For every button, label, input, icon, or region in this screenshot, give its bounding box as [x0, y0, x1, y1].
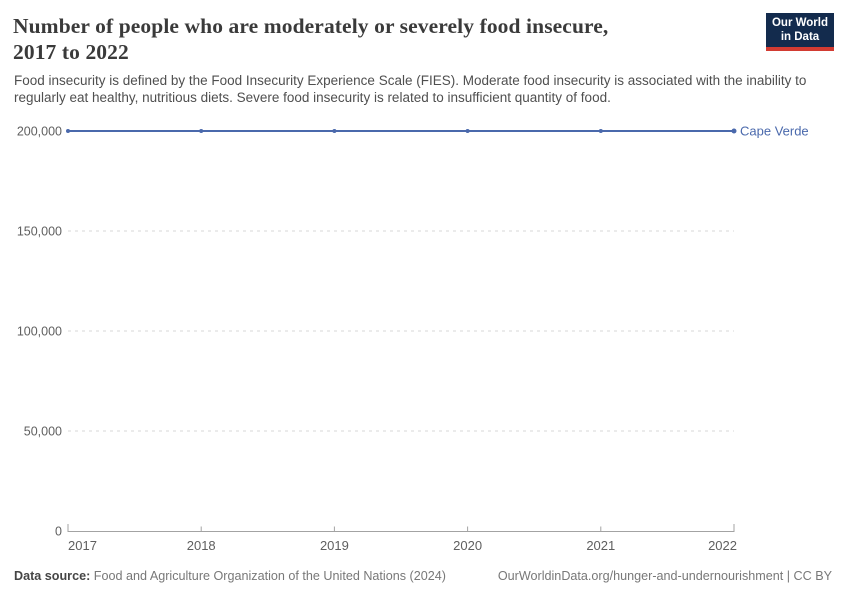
x-axis — [67, 524, 735, 532]
series-label[interactable]: Cape Verde — [740, 124, 809, 139]
data-point-marker[interactable] — [66, 129, 70, 133]
y-tick-label: 150,000 — [17, 225, 62, 239]
data-source-label: Data source: — [14, 569, 91, 583]
owid-logo-line1: Our World — [771, 17, 828, 29]
license-link[interactable]: OurWorldinData.org/hunger-and-undernouri… — [497, 569, 832, 583]
data-source-value: Food and Agriculture Organization of the… — [90, 569, 446, 583]
y-tick-label: 50,000 — [24, 425, 62, 439]
page-title-line1: Number of people who are moderately or s… — [13, 14, 609, 38]
x-tick-label: 2019 — [320, 538, 349, 553]
data-point-marker[interactable] — [332, 129, 337, 133]
x-tick-label: 2022 — [708, 538, 737, 553]
owid-logo-line2: in Data — [780, 30, 820, 43]
owid-logo[interactable]: Our World in Data — [766, 13, 834, 51]
data-point-marker[interactable] — [465, 129, 470, 133]
data-point-marker[interactable] — [199, 129, 204, 133]
page-title: Number of people who are moderately or s… — [13, 13, 753, 65]
x-tick-label: 2017 — [68, 538, 97, 553]
chart-subtitle: Food insecurity is defined by the Food I… — [14, 73, 807, 105]
y-tick-label: 0 — [55, 525, 62, 539]
x-tick-label: 2021 — [586, 538, 615, 553]
data-source-note: Data source: Food and Agriculture Organi… — [14, 569, 446, 583]
page-title-line2: 2017 to 2022 — [13, 40, 129, 64]
y-tick-label: 100,000 — [17, 325, 62, 339]
data-point-marker[interactable] — [598, 129, 603, 133]
x-tick-label: 2018 — [187, 538, 216, 553]
data-point-marker[interactable] — [731, 128, 737, 134]
x-tick-label: 2020 — [453, 538, 482, 553]
y-tick-label: 200,000 — [17, 125, 62, 139]
